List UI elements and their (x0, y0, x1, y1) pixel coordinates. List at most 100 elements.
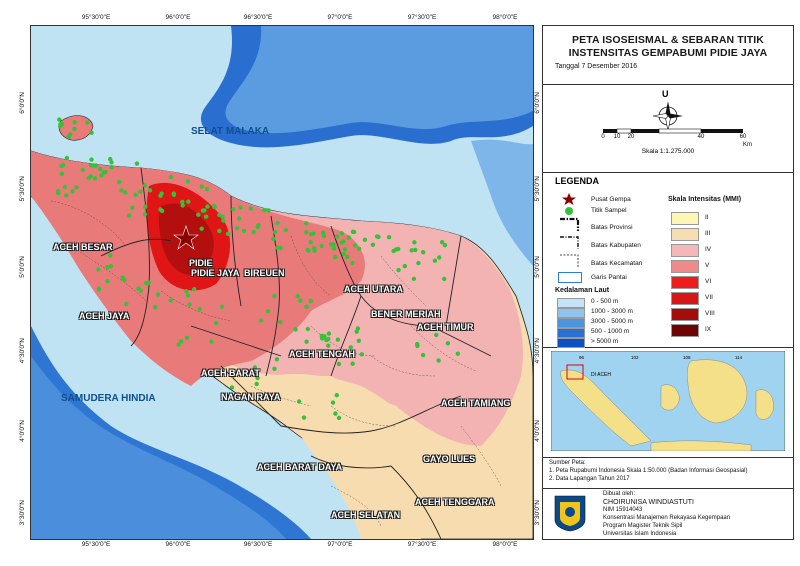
sample-point (333, 411, 338, 416)
region-label: GAYO LUES (423, 454, 476, 464)
source-heading: Sumber Peta: (549, 460, 586, 466)
sample-point (214, 320, 219, 326)
lon-tick: 95°30'0"E (81, 14, 111, 21)
sample-point (85, 120, 90, 125)
sample-point (442, 243, 448, 248)
sample-point (176, 342, 181, 347)
sample-point (272, 229, 278, 235)
sample-point (306, 248, 311, 253)
mmi-legend-title: Skala Intensitas (MMI) (668, 196, 742, 203)
lat-tick: 6°0'0"N (534, 92, 541, 114)
sample-point (159, 191, 164, 196)
lon-tick: 98°0'0"E (492, 541, 518, 548)
inset-lon-tick: 102 (631, 355, 639, 360)
main-map[interactable]: SELAT MALAKA SAMUDERA HINDIA ACEH BESAR … (30, 25, 534, 540)
sample-point (359, 352, 365, 357)
sample-point (402, 263, 407, 269)
sample-points (55, 117, 460, 421)
sample-point (324, 337, 329, 343)
sample-point (124, 301, 129, 307)
map-title-line1: PETA ISOSEISMAL & SEBARAN TITIK (572, 34, 764, 46)
sample-point (350, 260, 355, 265)
legend-title: LEGENDA (555, 176, 600, 186)
inset-lon-tick: 96 (579, 355, 585, 360)
sample-point (345, 254, 350, 260)
scale-tick: 60 (739, 134, 747, 140)
coastline-legend-icon (558, 272, 582, 283)
sample-point (251, 229, 256, 235)
sample-point (386, 235, 392, 240)
shelf-north (225, 26, 533, 134)
sample-point (455, 351, 460, 356)
mmi-label: VIII (705, 310, 715, 317)
sample-point (70, 189, 75, 194)
legend-symbol-label: Batas Kabupaten (591, 242, 641, 249)
sample-point (304, 221, 309, 226)
sea-label-samudera-hindia: SAMUDERA HINDIA (61, 393, 156, 404)
sample-point (336, 415, 342, 421)
deep-sea-east (471, 139, 533, 266)
sample-point (56, 190, 61, 196)
sample-point (439, 240, 445, 245)
sample-point (143, 204, 148, 209)
sample-point (308, 298, 313, 304)
depth-legend-title: Kedalaman Laut (555, 287, 610, 294)
inset-map-box: DI ACEH 96 102 108 114 (543, 347, 793, 458)
region-label: ACEH BARAT DAYA (257, 462, 343, 472)
sample-point (304, 304, 309, 309)
sample-point (370, 242, 376, 247)
depth-swatch (557, 298, 585, 308)
sample-point (119, 188, 124, 193)
scale-unit: Km (743, 142, 752, 148)
sample-point (109, 165, 114, 170)
mmi-swatch (671, 292, 699, 305)
sample-point (445, 341, 451, 346)
sample-point (432, 258, 438, 263)
lat-tick: 5°0'0"N (19, 256, 26, 278)
sample-point (133, 192, 138, 197)
sample-point (437, 255, 442, 260)
credit-line: Konsentrasi Manajemen Rekayasa Kegempaan (603, 515, 731, 521)
sample-point (225, 231, 231, 237)
region-label: ACEH BARAT (201, 368, 260, 378)
sample-point (409, 248, 414, 253)
region-label: NAGAN RAYA (221, 392, 281, 402)
sample-point (80, 167, 85, 173)
sample-point (278, 319, 283, 325)
lon-tick: 95°30'0"E (81, 541, 111, 548)
sample-point (308, 239, 313, 245)
lon-tick: 97°30'0"E (407, 541, 437, 548)
sample-point (68, 132, 73, 137)
sample-point (339, 231, 345, 236)
sample-point (411, 276, 417, 281)
sample-point (333, 254, 338, 260)
mmi-swatch (671, 308, 699, 321)
sample-point (442, 276, 447, 282)
sample-point (209, 339, 214, 344)
sample-point (434, 332, 439, 338)
sample-point (103, 169, 108, 175)
sample-point (238, 205, 243, 210)
scale-text: Skala 1:1.275.000 (641, 148, 695, 155)
title-box: PETA ISOSEISMAL & SEBARAN TITIK INSTENSI… (543, 26, 793, 85)
sample-point (109, 160, 114, 165)
shelf-west (31, 356, 286, 539)
scale-tick: 0 (601, 134, 605, 140)
sample-point (415, 341, 420, 347)
sample-point (283, 227, 289, 233)
sample-point (61, 162, 66, 168)
region-label: PIDIE (189, 258, 213, 268)
sample-point (309, 232, 314, 237)
sample-point (171, 192, 177, 197)
sample-point (334, 234, 340, 239)
scale-tick: 10 (613, 134, 621, 140)
sample-point (89, 157, 94, 162)
credit-line: Universitas Islam Indonesia (603, 531, 677, 537)
mmi-swatch (671, 324, 699, 337)
legend-box: LEGENDA Pusat Gempa Titik Sampel Batas P… (543, 172, 793, 348)
sample-point (219, 304, 225, 309)
sample-point (64, 193, 69, 198)
sample-point (185, 179, 191, 184)
sample-point-legend-icon (565, 207, 573, 215)
